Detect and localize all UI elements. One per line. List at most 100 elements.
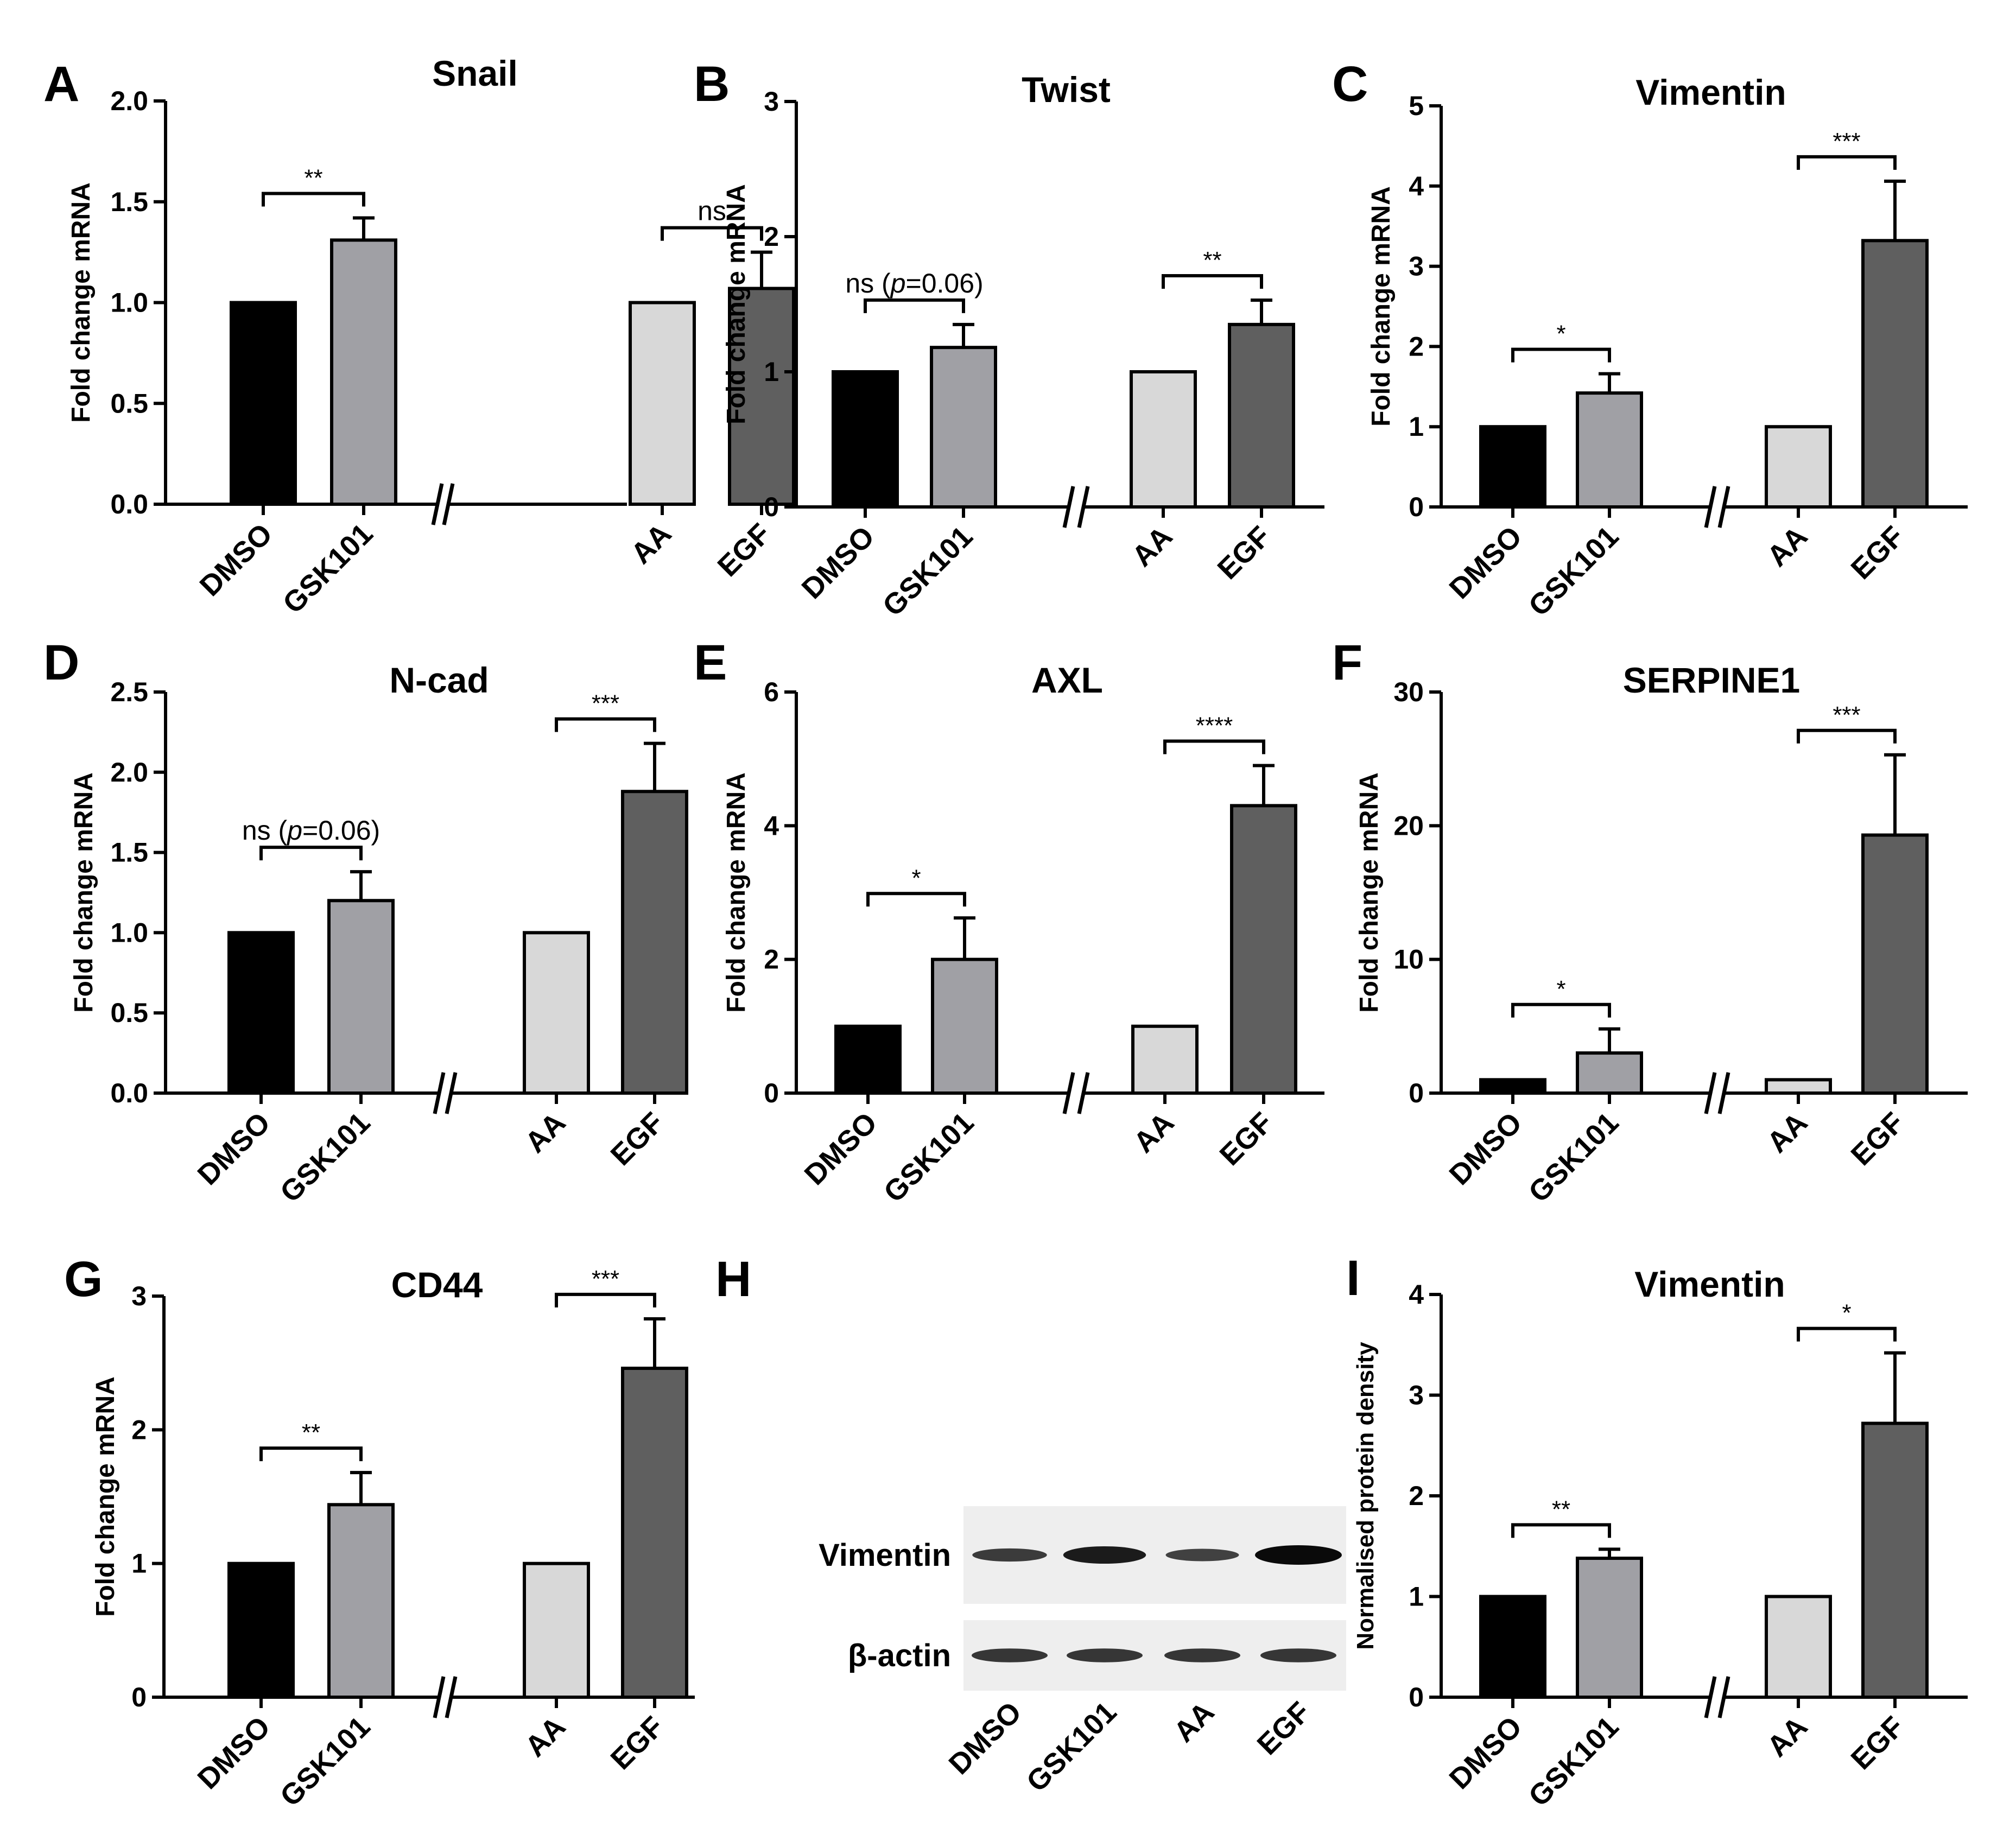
panel-label: A [43,56,79,112]
y-axis-label: Fold change mRNA [91,1376,120,1617]
chart-title: AXL [1031,660,1103,700]
x-tick-label: GSK101 [274,1710,377,1813]
y-tick-label: 30 [1393,677,1424,707]
x-tick-label: AA [519,1106,572,1159]
x-tick-label: AA [519,1710,572,1763]
chart-title: Snail [432,53,518,93]
significance-label: * [1842,1300,1851,1326]
significance-label: ** [302,1419,320,1446]
bar-aa [1765,425,1832,509]
y-tick-label: 0 [1409,492,1424,522]
panel-label: G [64,1252,103,1307]
bar-gsk101 [931,957,998,1095]
x-tick-label: AA [1761,1106,1814,1159]
blot-band [1165,1548,1239,1562]
bar-gsk101 [930,346,997,509]
y-tick-label: 3 [764,86,779,117]
bar-dmso [227,1562,295,1699]
blot-band [972,1648,1048,1662]
blot-band [1255,1545,1342,1565]
bar-dmso [230,301,297,506]
panel-label: C [1332,56,1368,112]
y-tick-label: 2 [1409,331,1424,361]
x-tick-label: EGF [1212,520,1277,586]
significance-label: ** [1552,1496,1570,1522]
y-tick-label: 0.0 [110,1078,148,1108]
bar-gsk101 [1576,1557,1643,1699]
y-axis-label: Fold change mRNA [722,184,751,424]
blot-band [972,1548,1047,1562]
y-tick-label: 0 [131,1682,147,1712]
y-tick-label: 10 [1393,944,1424,975]
x-tick-label: GSK101 [878,1106,980,1209]
significance-label: *** [1833,128,1860,155]
y-tick-label: 3 [1409,1380,1424,1411]
bar-egf [621,790,688,1095]
y-tick-label: 0 [1409,1078,1424,1108]
x-tick-label: DMSO [796,520,881,605]
significance-bracket [1162,274,1263,289]
blot-lane-label: EGF [1251,1696,1317,1761]
y-tick-label: 4 [764,810,779,841]
panel-label: I [1346,1251,1360,1306]
x-tick-label: EGF [712,517,777,583]
significance-bracket [262,192,365,207]
axis-break-mark [433,1072,446,1114]
y-tick-label: 0 [764,492,779,522]
significance-label: ns (p=0.06) [845,268,983,299]
significance-label: ns (p=0.06) [242,815,380,846]
x-tick-label: EGF [605,1710,670,1776]
significance-bracket [1797,728,1897,744]
significance-label: *** [1833,702,1860,728]
y-axis-label: Normalised protein density [1352,1342,1379,1650]
bar-gsk101 [1576,1051,1643,1095]
y-tick-label: 0 [764,1078,779,1108]
y-tick-label: 6 [764,677,779,707]
x-tick-label: DMSO [1443,1106,1529,1191]
blot-band [1063,1546,1146,1564]
bar-egf [1228,322,1295,509]
chart-title: CD44 [391,1265,483,1305]
x-tick-label: GSK101 [877,520,979,623]
y-tick-label: 1.5 [110,837,148,868]
x-tick-label: EGF [605,1106,670,1172]
bar-gsk101 [327,899,395,1095]
significance-bracket [1511,1523,1611,1538]
panel-label: E [694,635,727,690]
bar-egf [1230,804,1297,1095]
y-tick-label: 1.0 [110,288,148,318]
y-tick-label: 1 [1409,1582,1424,1612]
bar-dmso [1479,425,1546,509]
y-tick-label: 2 [764,221,779,252]
axis-break-mark [442,483,455,525]
axis-break-mark [1062,1072,1075,1114]
x-tick-label: EGF [1845,1106,1911,1172]
chart-title: SERPINE1 [1623,660,1800,700]
x-tick-label: DMSO [194,517,279,602]
bar-dmso [1479,1595,1546,1699]
panel-label: F [1332,635,1362,690]
significance-label: ns [698,196,726,226]
blot-row-label: Vimentin [819,1538,951,1573]
y-tick-label: 4 [1409,171,1424,201]
x-tick-label: AA [1761,1710,1814,1763]
axis-break-mark [1062,486,1075,528]
y-tick-label: 1 [1409,411,1424,442]
x-tick-label: GSK101 [277,517,379,620]
x-tick-label: AA [1126,520,1179,573]
panel-c: C Vimentin Fold change mRNA 0 1 2 3 4 5 DMSOGSK10… [1332,56,1968,623]
bar-aa [1130,370,1197,509]
chart-title: N-cad [389,660,489,700]
significance-bracket [864,298,965,313]
y-tick-label: 0.5 [110,388,148,418]
axis-break-mark [431,483,444,525]
axis-break-mark [1717,486,1730,528]
bar-aa [1765,1595,1832,1699]
bar-egf [621,1367,688,1699]
significance-bracket [555,1292,656,1307]
chart-title: Twist [1022,69,1111,110]
